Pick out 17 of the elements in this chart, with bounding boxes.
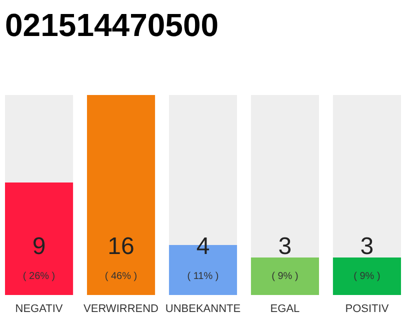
annotation: ( 9% ): [272, 271, 298, 282]
x-tick-label: VERWIRREND: [84, 303, 159, 315]
annotation: ( 9% ): [354, 271, 380, 282]
annotation: ( 26% ): [22, 271, 56, 282]
data-label: 3: [360, 233, 374, 260]
bar: [332, 258, 401, 295]
annotation: ( 46% ): [104, 271, 138, 282]
chart-title: 021514470500: [5, 7, 219, 43]
x-tick-label: NEGATIV: [15, 303, 64, 315]
bar: [250, 258, 320, 295]
x-tick-label: EGAL: [270, 303, 300, 315]
data-label: 16: [108, 233, 134, 260]
data-label: 9: [32, 233, 46, 260]
x-tick-label: POSITIV: [345, 303, 390, 315]
data-label: 3: [278, 233, 292, 260]
annotation: ( 11% ): [187, 271, 219, 282]
x-tick-label: UNBEKANNTE: [165, 303, 241, 315]
